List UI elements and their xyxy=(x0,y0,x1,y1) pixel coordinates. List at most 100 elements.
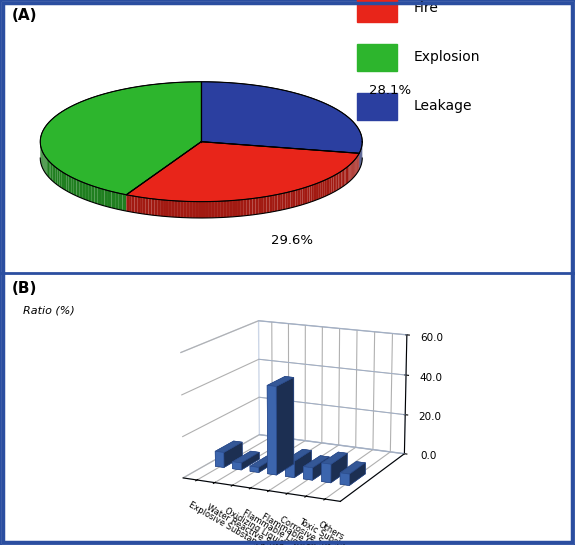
Polygon shape xyxy=(307,186,309,203)
Polygon shape xyxy=(48,160,49,178)
Polygon shape xyxy=(290,191,293,208)
Polygon shape xyxy=(201,82,362,153)
Polygon shape xyxy=(126,142,359,202)
Polygon shape xyxy=(54,166,56,184)
Polygon shape xyxy=(305,187,307,204)
Polygon shape xyxy=(250,198,252,215)
Polygon shape xyxy=(232,201,235,217)
Polygon shape xyxy=(316,183,318,200)
Polygon shape xyxy=(211,202,214,218)
Polygon shape xyxy=(337,173,338,190)
Polygon shape xyxy=(169,201,172,217)
Polygon shape xyxy=(351,163,352,180)
Bar xyxy=(356,44,397,71)
Polygon shape xyxy=(241,199,244,216)
Polygon shape xyxy=(51,163,52,181)
Polygon shape xyxy=(154,199,157,216)
Polygon shape xyxy=(302,187,305,204)
Polygon shape xyxy=(145,198,148,215)
Polygon shape xyxy=(300,188,302,205)
Polygon shape xyxy=(348,165,350,183)
Polygon shape xyxy=(356,156,357,174)
Polygon shape xyxy=(267,196,269,213)
Polygon shape xyxy=(244,199,247,216)
Bar xyxy=(356,0,397,22)
Polygon shape xyxy=(196,202,199,218)
Polygon shape xyxy=(163,200,166,216)
Polygon shape xyxy=(269,196,272,213)
Polygon shape xyxy=(217,201,220,217)
Polygon shape xyxy=(58,169,60,186)
Polygon shape xyxy=(324,179,326,197)
Polygon shape xyxy=(296,190,298,207)
Polygon shape xyxy=(293,190,296,207)
Polygon shape xyxy=(238,200,241,216)
Polygon shape xyxy=(49,161,51,179)
Polygon shape xyxy=(285,192,288,209)
Polygon shape xyxy=(135,196,137,213)
Polygon shape xyxy=(175,201,178,217)
Polygon shape xyxy=(318,182,320,199)
Polygon shape xyxy=(40,82,201,195)
Polygon shape xyxy=(322,180,324,198)
Polygon shape xyxy=(208,202,211,218)
Polygon shape xyxy=(347,166,348,184)
Polygon shape xyxy=(199,202,202,218)
Text: Fire: Fire xyxy=(414,1,439,15)
Polygon shape xyxy=(261,197,264,214)
Polygon shape xyxy=(314,184,316,201)
Polygon shape xyxy=(129,195,132,212)
Polygon shape xyxy=(283,193,285,210)
Polygon shape xyxy=(309,185,312,202)
Polygon shape xyxy=(247,199,250,216)
Text: 29.6%: 29.6% xyxy=(271,234,313,247)
Polygon shape xyxy=(229,201,232,217)
Polygon shape xyxy=(352,161,354,178)
Polygon shape xyxy=(357,155,358,173)
Polygon shape xyxy=(60,170,62,188)
Polygon shape xyxy=(151,199,154,215)
Polygon shape xyxy=(148,198,151,215)
Polygon shape xyxy=(264,197,267,213)
Polygon shape xyxy=(346,167,347,185)
Polygon shape xyxy=(143,198,145,214)
Polygon shape xyxy=(64,173,66,191)
Polygon shape xyxy=(272,195,275,212)
Text: (B): (B) xyxy=(12,281,37,296)
Polygon shape xyxy=(119,193,122,210)
Polygon shape xyxy=(280,193,283,210)
Polygon shape xyxy=(56,167,58,185)
Polygon shape xyxy=(350,164,351,181)
Polygon shape xyxy=(112,191,115,209)
Polygon shape xyxy=(69,175,71,193)
Polygon shape xyxy=(79,181,82,198)
Polygon shape xyxy=(74,178,76,196)
Polygon shape xyxy=(340,171,342,189)
Polygon shape xyxy=(354,160,355,177)
Polygon shape xyxy=(94,186,98,204)
Polygon shape xyxy=(332,176,334,193)
Polygon shape xyxy=(343,169,344,186)
Polygon shape xyxy=(330,177,332,194)
Polygon shape xyxy=(52,165,54,182)
Polygon shape xyxy=(298,189,300,206)
Polygon shape xyxy=(42,150,43,168)
Polygon shape xyxy=(47,159,48,176)
Polygon shape xyxy=(344,168,346,185)
Bar xyxy=(356,93,397,120)
Polygon shape xyxy=(235,200,238,217)
Polygon shape xyxy=(172,201,175,217)
Text: Explosion: Explosion xyxy=(414,50,481,64)
Polygon shape xyxy=(43,152,44,170)
Polygon shape xyxy=(41,149,42,167)
Polygon shape xyxy=(258,197,261,214)
Polygon shape xyxy=(223,201,226,217)
Polygon shape xyxy=(76,180,79,197)
Polygon shape xyxy=(335,174,337,191)
Polygon shape xyxy=(137,197,140,214)
Polygon shape xyxy=(160,199,163,216)
Polygon shape xyxy=(166,200,169,217)
Polygon shape xyxy=(355,158,356,175)
Text: Leakage: Leakage xyxy=(414,99,473,113)
Polygon shape xyxy=(45,157,47,175)
